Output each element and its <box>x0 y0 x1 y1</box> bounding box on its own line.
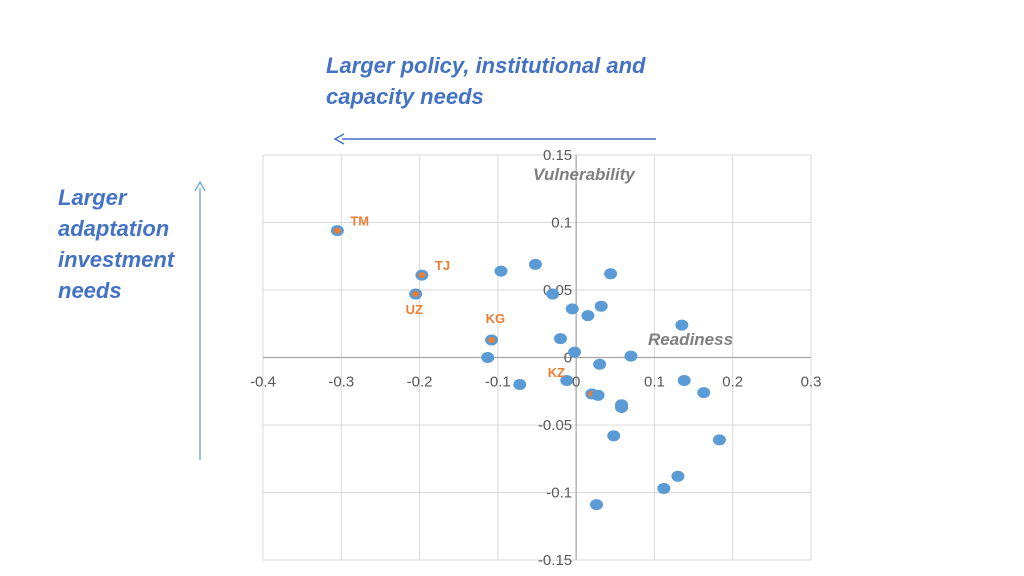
investment-needs-annotation: Larger adaptation investment needs <box>58 182 208 306</box>
policy-needs-line-2: capacity needs <box>326 84 484 109</box>
up-arrow-head <box>194 180 206 192</box>
left-arrow-head <box>333 133 345 145</box>
data-point-highlight <box>488 336 496 343</box>
data-point <box>697 387 711 399</box>
data-points <box>330 225 726 511</box>
x-tick-label: -0.1 <box>485 374 511 391</box>
y-tick-label: -0.05 <box>538 417 572 434</box>
x-tick-label: -0.3 <box>328 374 354 391</box>
data-point <box>568 346 582 358</box>
data-point <box>675 319 689 331</box>
data-point <box>712 434 726 446</box>
point-label: KG <box>486 311 506 326</box>
direction-arrows <box>194 133 656 460</box>
data-point <box>615 401 629 413</box>
data-point <box>607 430 621 442</box>
x-tick-label: 0 <box>572 374 580 391</box>
data-point <box>594 300 608 312</box>
data-point <box>565 303 579 315</box>
investment-needs-line-4: needs <box>58 278 122 303</box>
investment-needs-line-1: Larger <box>58 185 127 210</box>
data-point <box>677 374 691 386</box>
x-tick-label: -0.2 <box>407 374 433 391</box>
data-point <box>604 268 618 280</box>
data-point <box>593 358 607 370</box>
investment-needs-line-2: adaptation <box>58 216 170 241</box>
x-tick-labels: -0.4 -0.3 -0.2 -0.1 0 0.1 0.2 0.3 <box>250 374 821 391</box>
data-point <box>581 310 595 322</box>
data-point <box>513 379 527 390</box>
data-point <box>591 389 605 401</box>
y-axis-title: Vulnerability <box>533 165 636 184</box>
data-point <box>553 333 567 345</box>
point-label: TJ <box>435 258 450 273</box>
data-point <box>528 258 542 270</box>
point-label: KZ <box>548 365 565 380</box>
policy-needs-line-1: Larger policy, institutional and <box>326 53 646 78</box>
x-tick-label: 0.1 <box>644 374 665 391</box>
data-point <box>589 499 603 511</box>
x-tick-label: -0.4 <box>250 374 276 391</box>
x-axis-title: Readiness <box>648 330 733 349</box>
data-point <box>657 482 671 494</box>
point-label: UZ <box>406 302 423 317</box>
data-point <box>481 352 495 363</box>
data-point <box>494 265 508 277</box>
y-tick-label: 0.15 <box>543 147 572 164</box>
y-tick-label: 0.1 <box>551 215 572 232</box>
data-point <box>624 350 638 362</box>
y-tick-label: 0 <box>564 350 572 367</box>
point-label: TM <box>350 214 369 229</box>
policy-needs-annotation: Larger policy, institutional and capacit… <box>326 50 686 112</box>
data-point-highlight <box>412 291 420 298</box>
y-tick-label: -0.15 <box>538 552 572 569</box>
investment-needs-line-3: investment <box>58 247 175 272</box>
data-point-highlight <box>418 272 426 279</box>
data-point <box>671 470 685 482</box>
data-point <box>560 374 574 386</box>
data-point <box>546 288 560 300</box>
point-labels: TM TJ UZ KG KZ <box>350 214 565 380</box>
x-tick-label: 0.2 <box>722 374 743 391</box>
data-point-highlight <box>333 227 341 234</box>
x-tick-label: 0.3 <box>801 374 822 391</box>
axes <box>263 155 811 560</box>
y-tick-label: -0.1 <box>546 485 572 502</box>
